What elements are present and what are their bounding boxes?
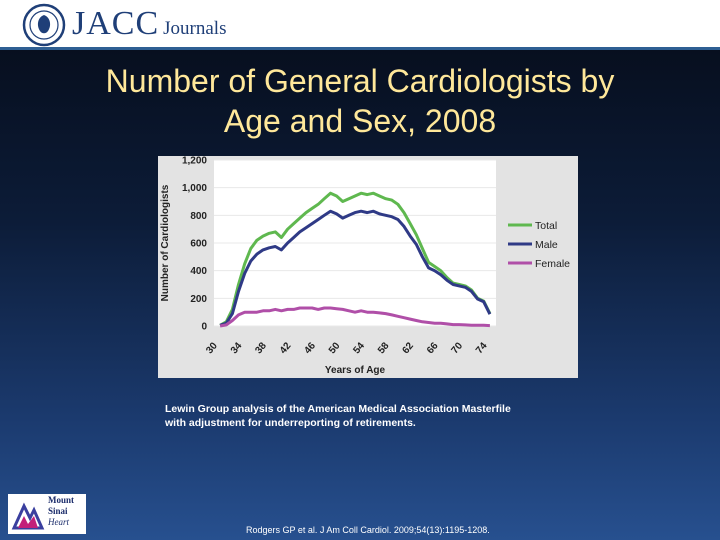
jacc-seal-icon [22, 3, 66, 47]
mount-sinai-logo: Mount Sinai Heart [8, 494, 86, 534]
logo-main-text: JACC [72, 5, 160, 42]
x-tick-label: 30 [204, 340, 220, 356]
y-axis-label: Number of Cardiologists [160, 184, 171, 301]
caption-line-1: Lewin Group analysis of the American Med… [165, 403, 511, 415]
caption-line-2: with adjustment for underreporting of re… [165, 417, 416, 429]
x-tick-label: 70 [450, 340, 466, 356]
jacc-logo: JACC Journals [72, 2, 226, 46]
x-tick-label: 42 [278, 340, 294, 356]
legend-label-total: Total [535, 220, 557, 232]
mount-sinai-mark-icon [11, 502, 45, 530]
x-tick-label: 58 [376, 340, 392, 356]
mount-sinai-text: Mount Sinai Heart [48, 495, 74, 528]
logo-sub-text: Journals [163, 18, 227, 39]
x-tick-label: 34 [229, 340, 245, 356]
x-tick-label: 74 [474, 340, 490, 356]
legend-label-female: Female [535, 258, 570, 270]
series-line-male [219, 209, 492, 327]
y-tick-label: 1,000 [182, 183, 207, 194]
y-tick-label: 0 [201, 322, 207, 333]
y-tick-label: 800 [190, 211, 207, 222]
x-axis-label: Years of Age [325, 365, 386, 376]
x-tick-label: 46 [302, 340, 318, 356]
x-tick-label: 38 [253, 340, 269, 356]
title-line-1: Number of General Cardiologists by [105, 63, 615, 99]
sinai-line-2: Sinai [48, 506, 68, 516]
y-tick-label: 1,200 [182, 156, 207, 167]
line-chart: 0 200 400 600 800 1,000 1,200 30 34 38 42 46 50 54 58… [160, 156, 570, 376]
citation: Rodgers GP et al. J Am Coll Cardiol. 200… [246, 525, 490, 535]
chart-caption: Lewin Group analysis of the American Med… [165, 402, 585, 430]
y-tick-label: 600 [190, 239, 207, 250]
x-tick-label: 62 [400, 340, 416, 356]
series-line-female [219, 306, 490, 328]
y-tick-label: 200 [190, 294, 207, 305]
header-rule [0, 47, 720, 50]
series-line-total [219, 191, 492, 327]
sinai-line-3: Heart [48, 517, 69, 527]
y-tick-label: 400 [190, 266, 207, 277]
header-bar: JACC Journals [0, 0, 720, 48]
slide-title: Number of General Cardiologists by Age a… [40, 61, 680, 141]
x-tick-label: 54 [351, 340, 367, 356]
title-line-2: Age and Sex, 2008 [223, 103, 497, 139]
legend-label-male: Male [535, 239, 558, 251]
x-tick-label: 50 [327, 340, 343, 356]
chart-panel: 0 200 400 600 800 1,000 1,200 30 34 38 42 46 50 54 58… [158, 156, 578, 378]
sinai-line-1: Mount [48, 495, 75, 505]
x-tick-label: 66 [425, 340, 441, 356]
